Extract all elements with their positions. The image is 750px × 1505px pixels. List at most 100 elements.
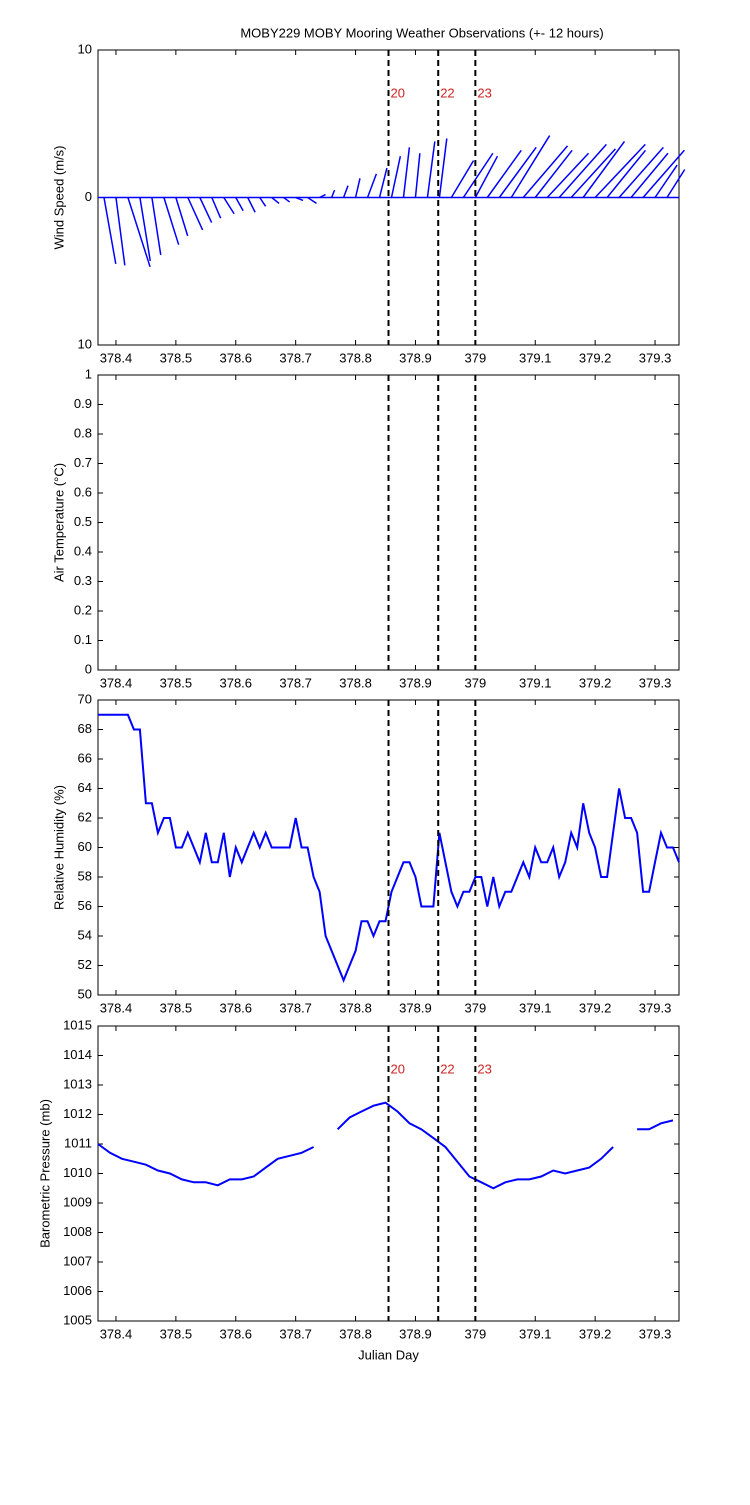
- event-label: 20: [391, 1061, 405, 1076]
- x-tick-label: 379: [464, 1000, 486, 1015]
- y-tick-label: 1008: [63, 1224, 92, 1239]
- y-tick-label: 10: [78, 336, 92, 351]
- x-tick-label: 379.1: [519, 1326, 552, 1341]
- event-label: 22: [440, 1061, 454, 1076]
- wind-stick: [295, 196, 304, 202]
- wind-stick: [498, 146, 537, 198]
- y-tick-label: 1013: [63, 1076, 92, 1091]
- y-axis-label: Relative Humidity (%): [51, 785, 66, 910]
- x-tick-label: 379.3: [639, 350, 672, 365]
- y-tick-label: 0: [85, 189, 92, 204]
- x-tick-label: 378.6: [219, 675, 252, 690]
- data-line: [97, 1143, 315, 1187]
- x-tick-label: 378.5: [160, 350, 193, 365]
- wind-stick: [426, 141, 436, 198]
- wind-stick: [366, 173, 378, 198]
- y-tick-label: 0.3: [74, 573, 92, 588]
- wind-stick: [510, 135, 551, 198]
- wind-stick: [223, 197, 235, 215]
- wind-stick: [378, 167, 388, 198]
- x-tick-label: 378.9: [399, 1326, 432, 1341]
- wind-stick: [618, 146, 664, 198]
- wind-stick: [486, 149, 522, 198]
- wind-stick: [151, 197, 162, 256]
- x-tick-label: 378.5: [160, 1326, 193, 1341]
- wind-stick: [271, 196, 280, 204]
- y-tick-label: 1005: [63, 1312, 92, 1327]
- wind-stick: [558, 143, 607, 198]
- wind-stick: [474, 155, 499, 198]
- y-tick-label: 50: [78, 986, 92, 1001]
- y-tick-label: 1009: [63, 1194, 92, 1209]
- wind-stick: [354, 178, 361, 198]
- wind-stick: [390, 156, 402, 198]
- wind-stick: [163, 197, 180, 245]
- y-tick-label: 1: [85, 366, 92, 381]
- y-tick-label: 1012: [63, 1106, 92, 1121]
- wind-stick: [666, 169, 686, 198]
- y-tick-label: 70: [78, 691, 92, 706]
- wind-stick: [283, 196, 291, 203]
- x-tick-label: 378.4: [100, 350, 133, 365]
- y-tick-label: 0.6: [74, 484, 92, 499]
- x-tick-label: 378.5: [160, 1000, 193, 1015]
- x-axis-label: Julian Day: [358, 1347, 419, 1362]
- x-tick-label: 378.8: [339, 675, 372, 690]
- event-label: 20: [391, 85, 405, 100]
- x-tick-label: 378.4: [100, 1000, 133, 1015]
- x-tick-label: 378.7: [279, 350, 312, 365]
- wind-stick: [319, 193, 326, 199]
- wind-stick: [330, 189, 336, 198]
- y-tick-label: 56: [78, 898, 92, 913]
- x-tick-label: 379.1: [519, 675, 552, 690]
- x-tick-label: 379.3: [639, 1000, 672, 1015]
- x-tick-label: 378.7: [279, 1326, 312, 1341]
- y-tick-label: 0.8: [74, 425, 92, 440]
- event-label: 23: [477, 85, 491, 100]
- y-tick-label: 10: [78, 41, 92, 56]
- x-tick-label: 379.1: [519, 1000, 552, 1015]
- x-tick-label: 379.2: [579, 1326, 612, 1341]
- wind-stick: [211, 197, 222, 219]
- wind-stick: [642, 149, 685, 198]
- x-tick-label: 379.3: [639, 675, 672, 690]
- wind-stick: [103, 197, 117, 265]
- wind-stick: [139, 197, 151, 262]
- y-axis-label: Barometric Pressure (mb): [37, 1099, 52, 1248]
- x-tick-label: 379.2: [579, 1000, 612, 1015]
- x-tick-label: 378.9: [399, 675, 432, 690]
- y-tick-label: 52: [78, 957, 92, 972]
- wind-stick: [342, 185, 349, 198]
- wind-stick: [259, 197, 267, 207]
- chart-title: MOBY229 MOBY Mooring Weather Observation…: [240, 25, 603, 40]
- event-label: 23: [477, 1061, 491, 1076]
- wind-stick: [187, 197, 204, 231]
- wind-stick: [534, 149, 573, 198]
- y-tick-label: 0.1: [74, 632, 92, 647]
- y-tick-label: 0.7: [74, 455, 92, 470]
- y-tick-label: 60: [78, 839, 92, 854]
- y-tick-label: 1010: [63, 1165, 92, 1180]
- wind-stick: [462, 152, 494, 198]
- y-axis-label: Wind Speed (m/s): [51, 145, 66, 249]
- x-tick-label: 378.5: [160, 675, 193, 690]
- wind-stick: [199, 197, 213, 223]
- wind-stick: [522, 145, 569, 198]
- x-tick-label: 378.4: [100, 1326, 133, 1341]
- x-tick-label: 378.9: [399, 1000, 432, 1015]
- wind-stick: [438, 138, 448, 198]
- y-tick-label: 1007: [63, 1253, 92, 1268]
- wind-stick: [582, 141, 626, 198]
- y-tick-label: 1006: [63, 1283, 92, 1298]
- wind-stick: [594, 143, 646, 199]
- x-tick-label: 378.6: [219, 350, 252, 365]
- y-tick-label: 54: [78, 927, 92, 942]
- data-line: [637, 1119, 674, 1131]
- wind-stick: [606, 149, 647, 198]
- wind-stick: [235, 197, 244, 212]
- y-tick-label: 1011: [64, 1135, 92, 1150]
- y-tick-label: 0.5: [74, 514, 92, 529]
- x-tick-label: 379: [464, 1326, 486, 1341]
- x-tick-label: 378.9: [399, 350, 432, 365]
